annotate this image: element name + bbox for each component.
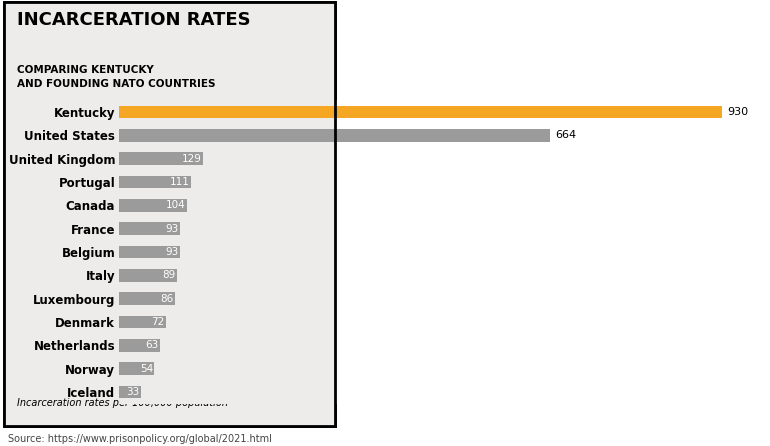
Bar (119, 316, 166, 328)
Text: 930: 930 (728, 107, 748, 117)
Bar (119, 362, 154, 375)
Text: INCARCERATION RATES: INCARCERATION RATES (17, 11, 250, 29)
Bar (119, 222, 179, 235)
Bar (119, 152, 203, 165)
Text: 63: 63 (146, 340, 159, 350)
Text: 93: 93 (165, 247, 179, 257)
Text: 72: 72 (152, 317, 165, 327)
Bar (119, 269, 177, 282)
Bar (119, 339, 160, 352)
Bar (119, 199, 187, 212)
Text: 33: 33 (126, 387, 139, 397)
Bar (119, 292, 175, 305)
Text: 104: 104 (166, 200, 186, 211)
Bar (119, 129, 550, 142)
Text: 89: 89 (162, 270, 176, 281)
Text: 129: 129 (182, 154, 202, 164)
Bar (119, 106, 722, 119)
Text: 86: 86 (161, 293, 174, 304)
Bar (119, 246, 179, 258)
Bar (119, 176, 191, 188)
Text: 111: 111 (170, 177, 190, 187)
Text: 93: 93 (165, 223, 179, 234)
Text: Source: https://www.prisonpolicy.org/global/2021.html: Source: https://www.prisonpolicy.org/glo… (8, 434, 272, 444)
Text: Incarceration rates per 100,000 population: Incarceration rates per 100,000 populati… (17, 398, 228, 408)
Bar (119, 385, 141, 398)
Text: 54: 54 (140, 363, 153, 374)
Bar (335, 100, 755, 404)
Text: COMPARING KENTUCKY
AND FOUNDING NATO COUNTRIES: COMPARING KENTUCKY AND FOUNDING NATO COU… (17, 65, 216, 90)
Text: 664: 664 (555, 130, 576, 140)
